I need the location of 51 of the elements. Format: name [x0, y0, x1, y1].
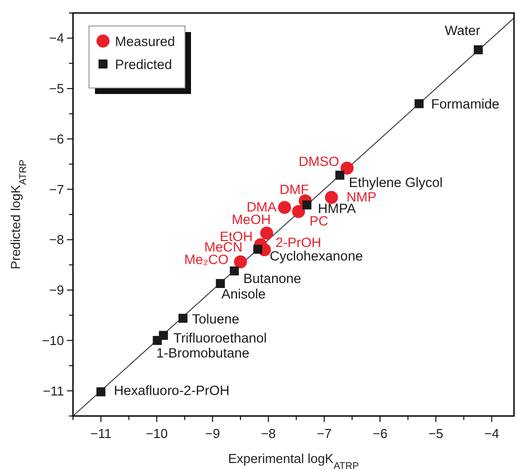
annotation: Cyclohexanone	[270, 248, 363, 264]
point	[278, 200, 292, 214]
point	[253, 244, 262, 254]
point	[260, 226, 274, 240]
annotation: DMSO	[298, 154, 340, 170]
annotation: DMF	[280, 182, 309, 197]
point	[340, 162, 354, 175]
x-tick-label: −7	[316, 426, 332, 441]
x-tick-label: −10	[146, 426, 168, 441]
y-tick-label: −5	[49, 81, 64, 96]
x-axis-title: Experimental logK$_{ATRP}$	[228, 451, 359, 470]
y-tick-label: −11	[42, 383, 64, 398]
x-tick-label: −6	[372, 426, 388, 441]
x-tick-label: −11	[90, 426, 112, 441]
point	[414, 99, 424, 108]
x-tick-label: −9	[205, 426, 220, 441]
y-tick-label: −6	[49, 131, 64, 146]
y-tick-label: −7	[49, 182, 64, 197]
x-tick-label: −8	[260, 426, 276, 441]
legend-label: Predicted	[115, 57, 172, 72]
annotation: Me₂CO	[184, 252, 228, 267]
annotation: Trifluoroethanol	[173, 330, 267, 346]
y-tick-label: −10	[42, 332, 64, 348]
point	[96, 387, 106, 396]
y-tick-label: −4	[49, 30, 64, 46]
point	[234, 255, 247, 268]
annotation: MeOH	[232, 212, 271, 228]
point	[324, 190, 338, 204]
annotation: Butanone	[243, 270, 302, 286]
annotation: Anisole	[221, 286, 266, 302]
x-tick-label: −5	[428, 426, 444, 441]
x-tick-label: −4	[484, 426, 500, 441]
annotation: Ethylene Glycol	[348, 175, 443, 190]
annotation: PC	[310, 213, 329, 228]
point	[216, 279, 225, 288]
annotation: Water	[444, 22, 481, 38]
legend-label: Measured	[115, 34, 176, 49]
annotation: 1-Bromobutane	[156, 345, 250, 360]
annotation: 2-PrOH	[275, 234, 322, 250]
point	[178, 314, 188, 323]
annotation: Hexafluoro-2-PrOH	[114, 382, 230, 398]
point	[292, 204, 306, 218]
point	[230, 266, 239, 276]
y-tick-label: −9	[49, 282, 64, 298]
point	[474, 45, 483, 54]
annotation: Formamide	[431, 96, 500, 112]
annotation: DMA	[246, 199, 277, 214]
annotation: Toluene	[192, 311, 240, 326]
point	[335, 170, 344, 180]
point	[152, 336, 162, 345]
y-tick-label: −8	[49, 232, 64, 248]
